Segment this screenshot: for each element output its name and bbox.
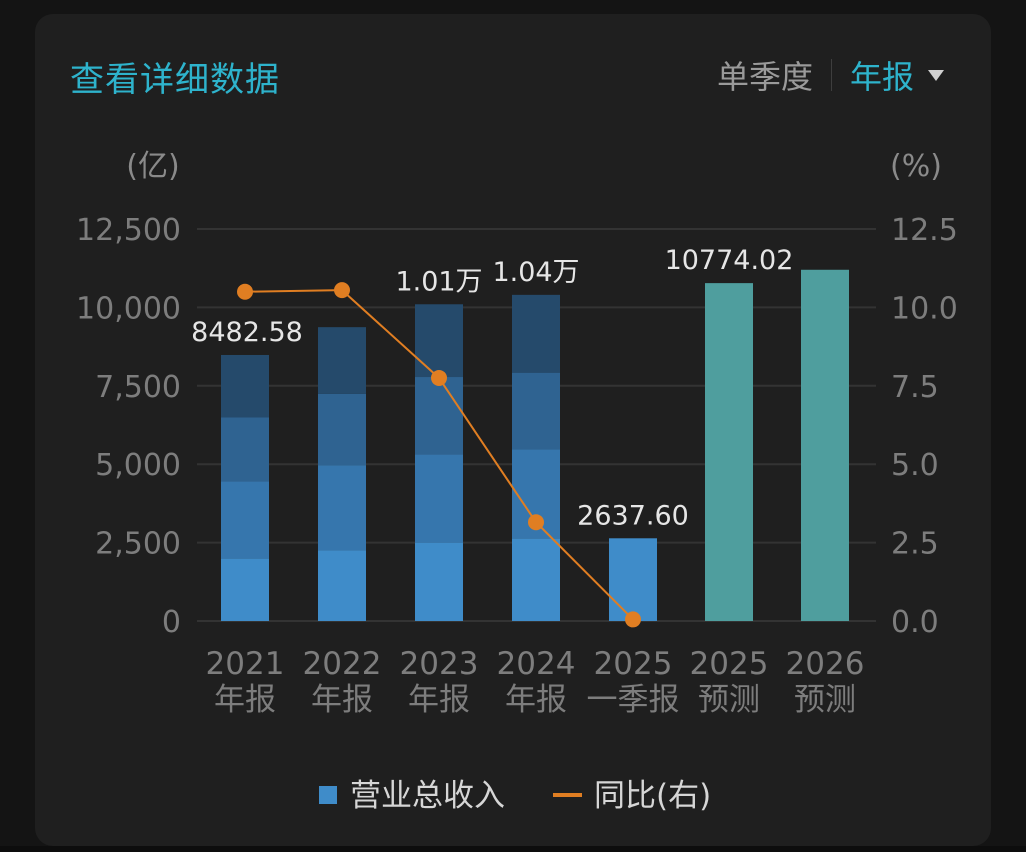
x-category-year: 2024 — [497, 646, 576, 682]
left-tick-label: 2,500 — [95, 527, 181, 562]
yoy-point — [431, 369, 447, 386]
axes: (亿) (%) 0 2,500 5,000 7,500 10,000 12,500 0.0 2.5… — [76, 149, 958, 718]
x-category-type: 预测 — [794, 682, 856, 718]
yoy-point — [237, 283, 253, 300]
bar-data-label: 8482.58 — [191, 317, 303, 348]
x-category-year: 2026 — [786, 646, 865, 682]
x-category-year: 2025 — [690, 646, 769, 682]
bar-segment — [415, 304, 463, 378]
bar-segment — [221, 417, 269, 482]
legend: 营业总收入 同比(右) — [319, 778, 711, 814]
x-category-type: 年报 — [505, 682, 567, 718]
right-tick-label: 0.0 — [891, 605, 939, 640]
legend-label-revenue: 营业总收入 — [350, 778, 505, 814]
bar-segment — [512, 294, 560, 373]
bar-segment — [512, 538, 560, 621]
bar-data-label: 1.04万 — [492, 257, 579, 288]
left-tick-label: 7,500 — [95, 370, 181, 405]
view-details-link[interactable]: 查看详细数据 — [70, 60, 280, 100]
yoy-point — [528, 514, 544, 531]
right-axis-unit: (%) — [890, 149, 942, 184]
x-category-year: 2025 — [594, 646, 673, 682]
bar-segment — [221, 481, 269, 559]
bar-segment — [318, 327, 366, 394]
tab-quarterly[interactable]: 单季度 — [716, 58, 813, 96]
bar-data-label: 10774.02 — [665, 245, 794, 276]
x-category-type: 一季报 — [587, 682, 680, 718]
bar-segment — [318, 550, 366, 621]
bar-segment — [221, 558, 269, 621]
right-tick-label: 2.5 — [891, 527, 939, 562]
left-axis-unit: (亿) — [126, 149, 179, 184]
x-category-year: 2021 — [206, 646, 285, 682]
yoy-point — [334, 282, 350, 299]
bar — [609, 538, 657, 621]
bar-segment — [318, 393, 366, 466]
x-category-type: 年报 — [311, 682, 373, 718]
chevron-down-icon[interactable] — [928, 69, 944, 81]
period-tabs: 单季度 年报 — [717, 52, 944, 98]
legend-label-yoy: 同比(右) — [594, 778, 711, 814]
x-category-type: 预测 — [698, 682, 760, 718]
bottom-edge — [0, 846, 1026, 852]
left-tick-label: 10,000 — [76, 291, 181, 326]
yoy-point — [625, 611, 641, 628]
bar — [801, 269, 849, 621]
bar-segment — [221, 354, 269, 418]
x-category-type: 年报 — [214, 682, 276, 718]
x-category-year: 2022 — [303, 646, 382, 682]
bar-segment — [415, 542, 463, 621]
yoy-line — [237, 282, 641, 628]
left-tick-label: 5,000 — [95, 448, 181, 483]
tab-annual[interactable]: 年报 — [849, 58, 914, 96]
right-tick-label: 10.0 — [891, 291, 958, 326]
right-tick-label: 5.0 — [891, 448, 939, 483]
bar-segment — [415, 377, 463, 455]
tab-divider — [830, 59, 832, 91]
bar-data-label: 2637.60 — [577, 500, 689, 531]
left-tick-label: 0 — [162, 605, 181, 640]
data-labels: 8482.58 1.01万 1.04万 2637.60 10774.02 — [191, 245, 793, 531]
right-tick-label: 7.5 — [891, 370, 939, 405]
x-category-type: 年报 — [408, 682, 470, 718]
bar-segment — [512, 372, 560, 450]
legend-swatch-revenue — [319, 786, 337, 804]
bar-segment — [318, 465, 366, 551]
x-category-year: 2023 — [400, 646, 479, 682]
right-tick-label: 12.5 — [891, 213, 958, 248]
bar-segment — [415, 454, 463, 543]
bars — [221, 269, 849, 621]
bar — [705, 283, 753, 621]
left-tick-label: 12,500 — [76, 213, 181, 248]
bar-data-label: 1.01万 — [395, 266, 482, 297]
